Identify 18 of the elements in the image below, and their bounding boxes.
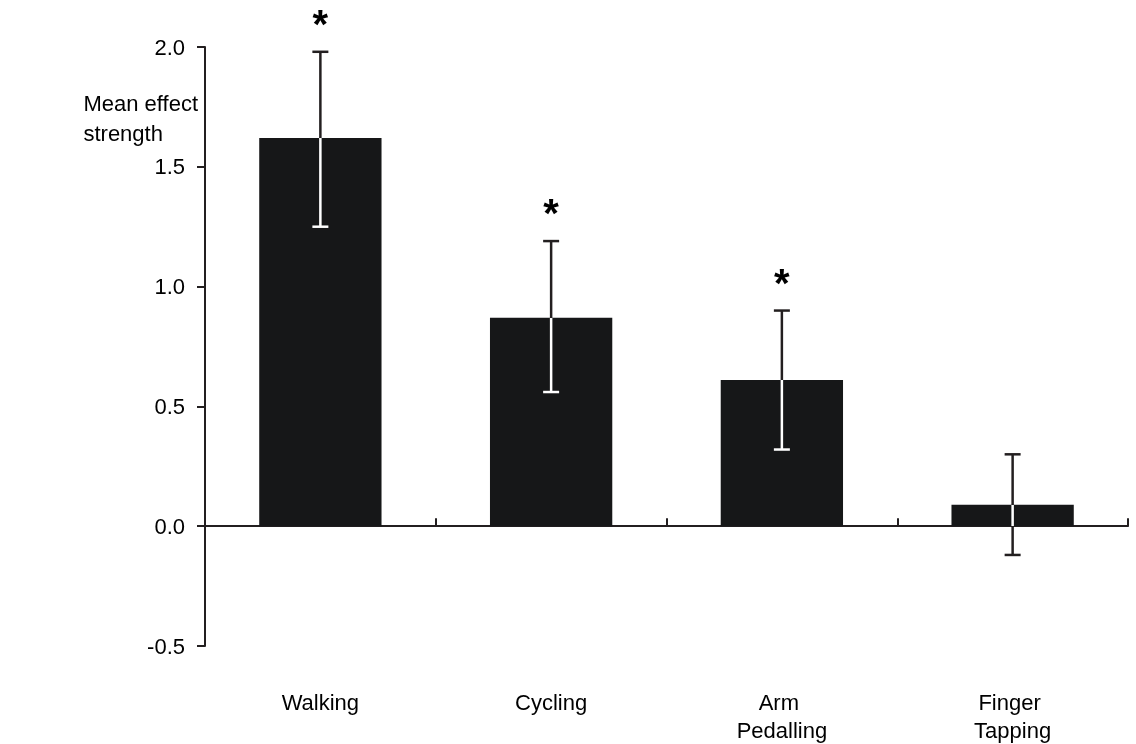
x-tick-label: Arm Pedalling: [736, 689, 828, 743]
annotation: *: [543, 191, 560, 236]
text: *: [312, 1, 329, 46]
y-tick-label: 1.5: [154, 154, 185, 180]
y-tick-label: 0.0: [154, 513, 185, 539]
x-tick-label: Finger Tapping: [974, 689, 1052, 743]
x-tick-label: Walking: [281, 689, 360, 715]
y-axis-title: Mean effect strength: [83, 90, 199, 146]
bar: [259, 138, 382, 527]
bar: [951, 504, 1074, 527]
y-tick-label: 0.5: [154, 393, 185, 419]
bar: [489, 317, 613, 527]
annotation: *: [774, 260, 791, 305]
y-tick-label: -0.5: [147, 633, 185, 659]
x-tick-label: Cycling: [515, 689, 588, 715]
bar: [720, 380, 844, 527]
y-tick-label: 2.0: [154, 34, 185, 60]
y-tick-label: 1.0: [154, 274, 185, 300]
